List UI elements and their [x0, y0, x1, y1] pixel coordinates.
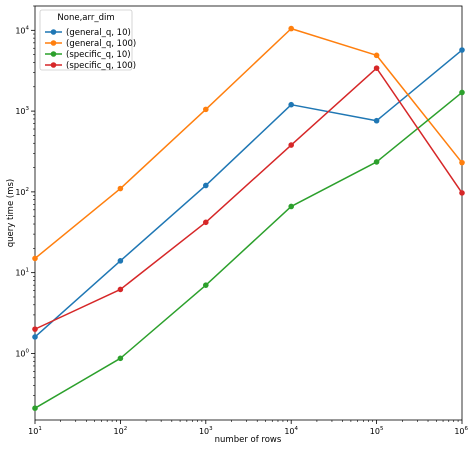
x-axis-label: number of rows	[215, 435, 282, 445]
legend-label: (general_q, 10)	[66, 28, 131, 38]
data-point	[32, 334, 38, 340]
x-tick-label: 104	[284, 426, 298, 436]
legend-marker	[50, 62, 57, 68]
data-point	[117, 355, 124, 362]
data-point	[203, 182, 209, 189]
data-point	[117, 258, 124, 264]
y-tick-label: 103	[15, 106, 29, 116]
x-tick-label: 106	[454, 426, 468, 436]
x-axis: 101 102 103 104 105 106	[28, 420, 469, 436]
data-point	[32, 326, 38, 332]
data-point	[203, 219, 209, 226]
legend-label: (specific_q, 100)	[66, 61, 136, 71]
data-point	[459, 159, 465, 166]
series-line	[34, 27, 463, 260]
series-line	[34, 67, 463, 330]
y-tick-label: 101	[15, 268, 29, 278]
legend-label: (specific_q, 10)	[66, 50, 131, 60]
y-axis-label: query time (ms)	[6, 179, 16, 248]
y-tick-label: 102	[15, 187, 29, 197]
legend-title: None,arr_dim	[57, 13, 114, 23]
series-1	[32, 47, 465, 340]
legend-marker	[50, 29, 57, 35]
x-tick-label: 105	[370, 426, 384, 436]
series-line	[34, 91, 463, 409]
data-point	[117, 185, 124, 192]
legend-box	[39, 9, 133, 71]
data-point	[373, 52, 380, 59]
y-tick-label: 100	[15, 348, 29, 358]
data-point	[32, 405, 38, 411]
legend: None,arr_dim (general_q, 10)(general_q, …	[39, 9, 136, 71]
data-point	[459, 47, 465, 53]
data-point	[288, 25, 295, 32]
data-point	[288, 203, 295, 210]
x-tick-label: 102	[114, 426, 128, 436]
data-point	[373, 65, 380, 71]
series-3	[32, 89, 465, 411]
series-line	[34, 49, 463, 338]
series-4	[32, 65, 465, 332]
y-tick-label: 104	[15, 25, 29, 35]
data-point	[203, 282, 209, 288]
data-point	[288, 142, 295, 148]
data-point	[288, 101, 295, 108]
data-point	[459, 89, 465, 96]
series-2	[32, 25, 465, 262]
data-point	[373, 117, 380, 124]
y-axis: 100 101 102 103 104	[15, 5, 35, 411]
data-point	[117, 286, 124, 293]
legend-marker	[50, 51, 57, 57]
data-point	[203, 106, 209, 113]
series-layer	[32, 25, 465, 411]
data-point	[373, 159, 380, 165]
data-point	[32, 255, 38, 262]
plot-frame	[34, 5, 463, 421]
legend-label: (general_q, 100)	[66, 39, 136, 49]
x-tick-label: 103	[199, 426, 213, 436]
legend-marker	[50, 40, 57, 46]
x-tick-label: 101	[28, 426, 42, 436]
data-point	[459, 190, 465, 196]
